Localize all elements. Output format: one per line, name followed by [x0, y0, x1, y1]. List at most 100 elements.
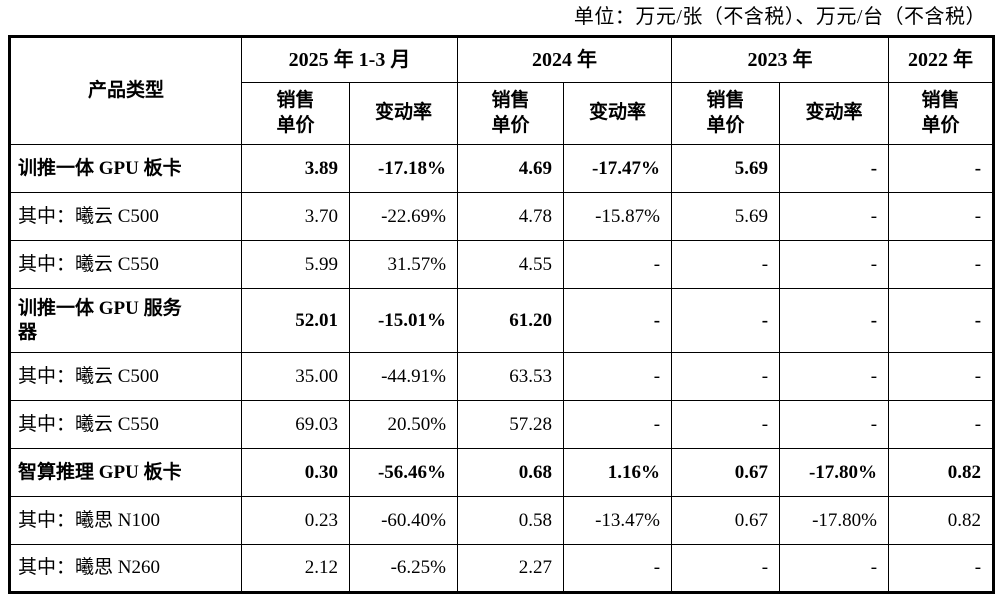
- value-cell: -: [563, 400, 673, 449]
- price-label: 销售单价: [491, 89, 530, 137]
- value-cell: 69.03: [241, 400, 350, 449]
- value-cell: -: [779, 544, 890, 593]
- product-name-cell: 其中：曦云 C550: [9, 240, 242, 289]
- value-cell: -: [671, 288, 781, 353]
- price-label: 销售单价: [276, 89, 315, 137]
- unit-note: 单位：万元/张（不含税）、万元/台（不含税）: [573, 6, 986, 28]
- header-row-subcolumns: 销售单价 变动率 销售单价 变动率 销售单价 变动率 销售单价: [10, 82, 995, 145]
- col-header-product-type: 产品类型: [9, 36, 242, 145]
- value-cell: 0.67: [671, 496, 781, 545]
- value-cell: 4.69: [457, 144, 565, 193]
- value-cell: -17.47%: [563, 144, 673, 193]
- value-cell: -: [888, 144, 995, 193]
- product-name-cell: 其中：曦云 C550: [9, 400, 242, 449]
- value-cell: -: [779, 400, 890, 449]
- value-cell: -: [563, 352, 673, 401]
- product-name-cell: 其中：曦思 N100: [9, 496, 242, 545]
- product-name-cell: 训推一体 GPU 板卡: [9, 144, 242, 193]
- value-cell: -: [779, 192, 890, 241]
- price-label: 销售单价: [706, 89, 745, 137]
- table-row: 训推一体 GPU 服务 器 52.01 -15.01% 61.20- - - -: [9, 288, 995, 353]
- col-header-price-2025: 销售单价: [241, 82, 350, 145]
- col-group-2022: 2022 年: [888, 36, 995, 83]
- value-cell: 63.53: [457, 352, 565, 401]
- table-row: 其中：曦云 C500 3.70 -22.69% 4.78 -15.87% 5.69- -: [9, 192, 995, 241]
- value-cell: 35.00: [241, 352, 350, 401]
- value-cell: -: [888, 192, 995, 241]
- value-cell: -: [671, 400, 781, 449]
- table-row: 其中：曦云 C500 35.00 -44.91% 63.53- - - -: [9, 352, 995, 401]
- value-cell: -: [888, 400, 995, 449]
- value-cell: -: [779, 144, 890, 193]
- value-cell: -: [888, 288, 995, 353]
- value-cell: -13.47%: [563, 496, 673, 545]
- value-cell: 0.68: [457, 448, 565, 497]
- value-cell: 0.30: [241, 448, 350, 497]
- product-name-cell: 训推一体 GPU 服务 器: [9, 288, 242, 353]
- table-row: 智算推理 GPU 板卡 0.30 -56.46% 0.68 1.16% 0.67 -17.8…: [9, 448, 995, 497]
- value-cell: -: [671, 352, 781, 401]
- value-cell: -: [671, 544, 781, 593]
- value-cell: -: [563, 544, 673, 593]
- col-header-price-2022: 销售单价: [888, 82, 995, 145]
- value-cell: 0.58: [457, 496, 565, 545]
- value-cell: -: [888, 352, 995, 401]
- table-row: 训推一体 GPU 板卡 3.89 -17.18% 4.69 -17.47% 5.69- -: [9, 144, 995, 193]
- value-cell: -: [779, 352, 890, 401]
- product-name-cell: 其中：曦云 C500: [9, 192, 242, 241]
- value-cell: 0.82: [888, 496, 995, 545]
- value-cell: 20.50%: [348, 400, 459, 449]
- value-cell: -: [888, 240, 995, 289]
- value-cell: -: [563, 288, 673, 353]
- value-cell: -: [888, 544, 995, 593]
- value-cell: 5.69: [671, 192, 781, 241]
- col-header-change-2023: 变动率: [779, 82, 890, 145]
- value-cell: -22.69%: [348, 192, 459, 241]
- value-cell: 5.99: [241, 240, 350, 289]
- product-name-cell: 智算推理 GPU 板卡: [9, 448, 242, 497]
- price-label: 销售单价: [921, 89, 960, 137]
- col-header-price-2023: 销售单价: [671, 82, 781, 145]
- table-row: 其中：曦云 C550 69.03 20.50% 57.28- - - -: [9, 400, 995, 449]
- col-group-2024: 2024 年: [457, 36, 673, 83]
- value-cell: -: [671, 240, 781, 289]
- table-row: 其中：曦云 C550 5.99 31.57% 4.55- - - -: [9, 240, 995, 289]
- value-cell: -17.80%: [779, 496, 890, 545]
- value-cell: 52.01: [241, 288, 350, 353]
- table-row: 其中：曦思 N100 0.23 -60.40% 0.58 -13.47% 0.67 -17.…: [9, 496, 995, 545]
- col-header-price-2024: 销售单价: [457, 82, 565, 145]
- product-name-cell: 其中：曦思 N260: [9, 544, 242, 593]
- col-header-change-2024: 变动率: [563, 82, 673, 145]
- product-price-table: 产品类型 2025 年 1-3 月 2024 年 2023 年 2022 年 销…: [8, 35, 996, 594]
- table-row: 其中：曦思 N260 2.12 -6.25% 2.27- - - -: [9, 544, 995, 593]
- value-cell: -60.40%: [348, 496, 459, 545]
- value-cell: -15.87%: [563, 192, 673, 241]
- value-cell: 57.28: [457, 400, 565, 449]
- col-group-2025: 2025 年 1-3 月: [240, 36, 459, 83]
- value-cell: -17.80%: [779, 448, 890, 497]
- header-row-years: 产品类型 2025 年 1-3 月 2024 年 2023 年 2022 年: [9, 36, 995, 145]
- product-name-cell: 其中：曦云 C500: [9, 352, 242, 401]
- value-cell: 5.69: [671, 144, 781, 193]
- col-header-change-2025: 变动率: [348, 82, 459, 145]
- value-cell: 2.12: [241, 544, 350, 593]
- table-body: 训推一体 GPU 板卡 3.89 -17.18% 4.69 -17.47% 5.69- - 其…: [9, 144, 995, 593]
- value-cell: -: [779, 288, 890, 353]
- value-cell: -6.25%: [348, 544, 459, 593]
- value-cell: -15.01%: [348, 288, 459, 353]
- value-cell: 2.27: [457, 544, 565, 593]
- value-cell: 1.16%: [563, 448, 673, 497]
- value-cell: 61.20: [457, 288, 565, 353]
- col-group-2023: 2023 年: [671, 36, 890, 83]
- value-cell: 3.89: [241, 144, 350, 193]
- value-cell: 31.57%: [348, 240, 459, 289]
- value-cell: -: [779, 240, 890, 289]
- value-cell: 4.78: [457, 192, 565, 241]
- value-cell: 0.67: [671, 448, 781, 497]
- value-cell: 4.55: [457, 240, 565, 289]
- value-cell: -: [563, 240, 673, 289]
- value-cell: 3.70: [241, 192, 350, 241]
- value-cell: -44.91%: [348, 352, 459, 401]
- value-cell: 0.23: [241, 496, 350, 545]
- value-cell: 0.82: [888, 448, 995, 497]
